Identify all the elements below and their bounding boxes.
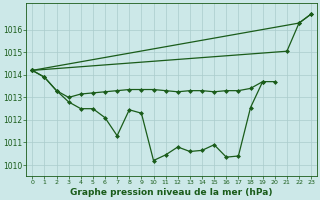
- X-axis label: Graphe pression niveau de la mer (hPa): Graphe pression niveau de la mer (hPa): [70, 188, 273, 197]
